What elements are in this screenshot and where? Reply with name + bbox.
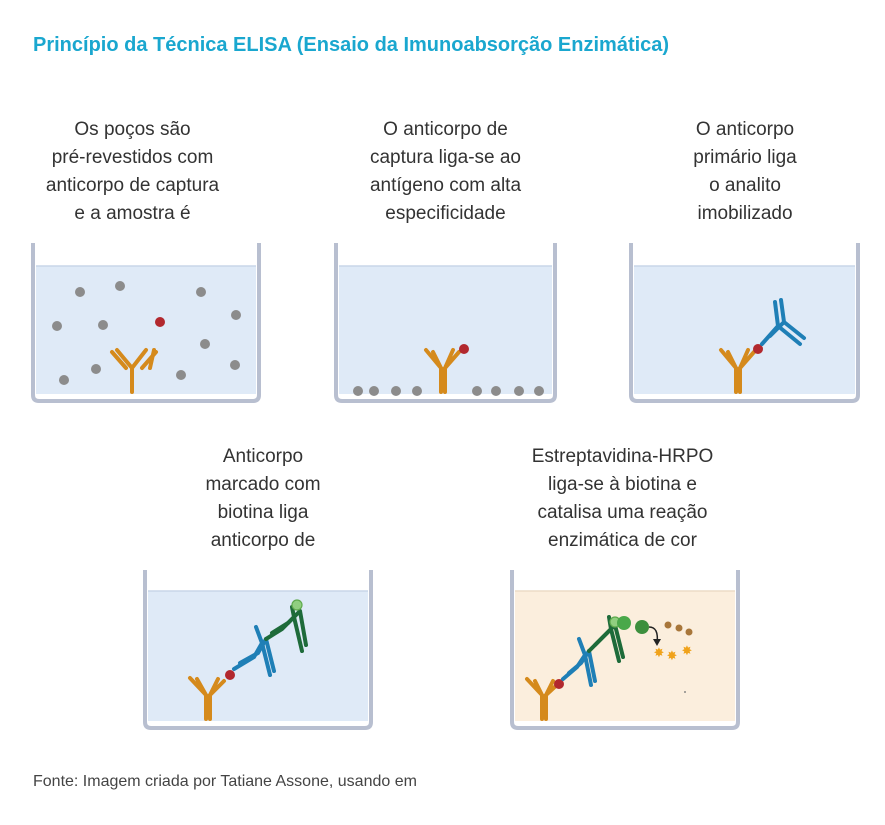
step-1-caption: Os poços são pré-revestidos com anticorp… bbox=[20, 116, 245, 228]
antigen bbox=[459, 344, 469, 354]
caption-line: anticorpo de captura bbox=[45, 175, 220, 196]
step-3-caption: O anticorpo primário liga o analito imob… bbox=[645, 116, 845, 228]
well-2 bbox=[334, 243, 557, 403]
capture-antibody bbox=[719, 348, 756, 394]
protein bbox=[200, 339, 210, 349]
capture-antibody bbox=[110, 348, 158, 394]
substrate bbox=[675, 624, 683, 632]
caption-line: imobilizado bbox=[697, 203, 793, 224]
caption-line: o analito bbox=[709, 175, 781, 196]
sample-proteins bbox=[52, 281, 241, 385]
caption-line: captura liga-se ao bbox=[369, 147, 522, 168]
protein bbox=[75, 287, 85, 297]
caption-line: Anticorpo bbox=[222, 446, 304, 467]
streptavidin-hrpo bbox=[617, 616, 631, 630]
liquid bbox=[148, 591, 368, 721]
substrate bbox=[685, 628, 693, 636]
well-wall bbox=[31, 243, 261, 403]
caption-line: e a amostra é bbox=[74, 203, 191, 224]
hrpo-enzyme bbox=[635, 620, 649, 634]
caption-line: anticorpo de bbox=[210, 530, 316, 551]
protein bbox=[115, 281, 125, 291]
liquid bbox=[515, 591, 735, 721]
protein bbox=[196, 287, 206, 297]
caption-line: pré-revestidos com bbox=[51, 147, 214, 168]
antigen bbox=[155, 317, 165, 327]
protein bbox=[472, 386, 482, 396]
substrate-molecules bbox=[664, 621, 693, 636]
protein bbox=[514, 386, 524, 396]
protein bbox=[98, 320, 108, 330]
source-note: Fonte: Imagem criada por Tatiane Assone,… bbox=[33, 773, 417, 790]
well-1 bbox=[31, 243, 261, 403]
primary-antibody bbox=[760, 298, 806, 346]
caption-line: primário liga bbox=[693, 147, 797, 168]
protein bbox=[534, 386, 544, 396]
step-2-caption: O anticorpo de captura liga-se ao antíge… bbox=[333, 116, 558, 228]
caption-line: O anticorpo bbox=[695, 119, 795, 140]
step-5-caption: Estreptavidina-HRPO liga-se à biotina e … bbox=[505, 443, 740, 555]
capture-antibody bbox=[525, 677, 561, 721]
caption-line: enzimática de cor bbox=[548, 530, 697, 551]
biotin-antibody bbox=[264, 605, 308, 653]
well-3 bbox=[629, 243, 860, 403]
antigen bbox=[225, 670, 235, 680]
protein bbox=[391, 386, 401, 396]
well-wall bbox=[510, 570, 740, 730]
protein bbox=[176, 370, 186, 380]
protein bbox=[230, 360, 240, 370]
product-star-icon: ✸ bbox=[654, 646, 665, 661]
protein bbox=[231, 310, 241, 320]
liquid bbox=[634, 266, 855, 394]
antigen bbox=[753, 344, 763, 354]
product-star-icon: ✸ bbox=[667, 649, 678, 664]
substrate bbox=[664, 621, 672, 629]
figure-title: Princípio da Técnica ELISA (Ensaio da Im… bbox=[33, 34, 670, 56]
caption-line: O anticorpo de bbox=[383, 119, 508, 140]
colored-products: ✸ ✸ ✸ bbox=[654, 644, 693, 664]
speck bbox=[684, 691, 686, 693]
well-wall bbox=[629, 243, 860, 403]
protein bbox=[59, 375, 69, 385]
protein bbox=[491, 386, 501, 396]
protein bbox=[52, 321, 62, 331]
antigen bbox=[554, 679, 564, 689]
well-4 bbox=[143, 570, 373, 730]
caption-line: marcado com bbox=[205, 474, 321, 495]
capture-antibody bbox=[424, 348, 461, 394]
caption-line: catalisa uma reação bbox=[537, 502, 708, 523]
step-4-caption: Anticorpo marcado com biotina liga antic… bbox=[158, 443, 368, 555]
product-star-icon: ✸ bbox=[682, 644, 693, 659]
primary-antibody bbox=[561, 637, 597, 687]
caption-line: Estreptavidina-HRPO bbox=[531, 446, 714, 467]
protein bbox=[369, 386, 379, 396]
washed-proteins bbox=[353, 386, 544, 396]
well-5: ✸ ✸ ✸ bbox=[510, 570, 740, 730]
caption-line: Os poços são bbox=[74, 119, 191, 140]
protein bbox=[353, 386, 363, 396]
capture-antibody bbox=[188, 676, 226, 721]
caption-line: biotina liga bbox=[217, 502, 309, 523]
caption-line: especificidade bbox=[385, 203, 506, 224]
caption-line: antígeno com alta bbox=[369, 175, 522, 196]
reaction-arrowhead-icon bbox=[653, 639, 661, 646]
protein bbox=[412, 386, 422, 396]
primary-antibody bbox=[232, 625, 276, 677]
protein bbox=[91, 364, 101, 374]
well-wall bbox=[334, 243, 557, 403]
well-wall bbox=[143, 570, 373, 730]
liquid bbox=[36, 266, 256, 394]
caption-line: liga-se à biotina e bbox=[548, 474, 697, 495]
biotin bbox=[291, 599, 303, 611]
